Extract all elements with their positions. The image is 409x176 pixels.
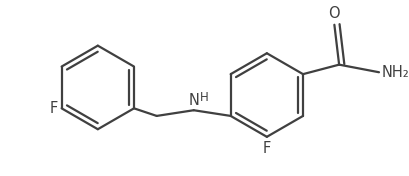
Text: O: O [328, 6, 339, 21]
Text: H: H [200, 91, 209, 104]
Text: F: F [262, 141, 270, 156]
Text: F: F [49, 101, 58, 116]
Text: NH₂: NH₂ [381, 65, 409, 80]
Text: N: N [188, 93, 199, 108]
